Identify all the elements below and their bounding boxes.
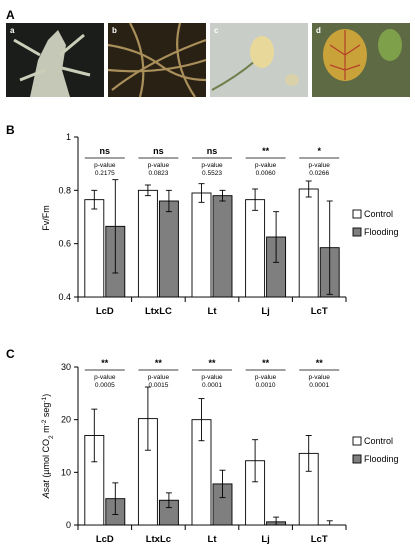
legend-control-swatch bbox=[352, 209, 362, 219]
photo-strip: a b c d bbox=[6, 22, 410, 98]
category-label: LcD bbox=[96, 306, 114, 317]
significance-label: ** bbox=[208, 358, 216, 368]
significance-label: ** bbox=[316, 358, 324, 368]
pvalue-number: 0.0015 bbox=[148, 382, 168, 389]
pvalue-number: 0.0001 bbox=[202, 382, 222, 389]
legend-flooding-swatch bbox=[352, 227, 362, 237]
control-bar bbox=[137, 189, 158, 298]
y-axis-label-part: Asat bbox=[41, 480, 51, 500]
y-tick-label: 0.4 bbox=[58, 292, 71, 302]
photo-c-flower: c bbox=[210, 23, 308, 97]
pvalue-number: 0.0823 bbox=[148, 170, 168, 177]
photo-d-leaf: d bbox=[312, 23, 410, 97]
photo-b-roots: b bbox=[107, 22, 207, 98]
pvalue-word: p-value bbox=[309, 374, 331, 381]
y-axis-label-part: 2 bbox=[48, 435, 55, 439]
significance-label: ** bbox=[262, 358, 270, 368]
significance-label: * bbox=[317, 146, 321, 156]
category-label: Lt bbox=[208, 534, 218, 545]
y-axis-label-part: -1 bbox=[41, 396, 48, 402]
y-axis-label-part: -2 bbox=[41, 419, 48, 425]
significance-label: ns bbox=[153, 146, 164, 156]
pvalue-number: 0.5523 bbox=[202, 170, 222, 177]
y-axis-label: Fv/Fm bbox=[41, 205, 51, 231]
asat-chart: 0102030LcD**p-value0.0005LtxLc**p-value0… bbox=[41, 358, 399, 545]
legend-control-swatch bbox=[352, 436, 362, 446]
legend-flooding-label: Flooding bbox=[364, 454, 399, 464]
pvalue-word: p-value bbox=[309, 162, 331, 169]
pvalue-word: p-value bbox=[201, 374, 223, 381]
significance-label: ns bbox=[100, 146, 111, 156]
photo-b-letter: b bbox=[112, 26, 117, 35]
pvalue-number: 0.0060 bbox=[256, 170, 276, 177]
category-label: Lj bbox=[261, 306, 269, 317]
panel-b-letter: B bbox=[6, 123, 15, 137]
category-label: LcT bbox=[311, 534, 328, 545]
pvalue-number: 0.0010 bbox=[256, 382, 276, 389]
control-bar bbox=[191, 192, 212, 298]
pvalue-word: p-value bbox=[255, 162, 277, 169]
pvalue-number: 0.0001 bbox=[309, 382, 329, 389]
category-label: LtxLc bbox=[146, 534, 171, 545]
photo-c-bud bbox=[285, 74, 299, 86]
pvalue-word: p-value bbox=[148, 374, 170, 381]
y-axis-label: Asat (µmol CO2 m-2 seg-1) bbox=[41, 394, 55, 499]
y-tick-label: 0.8 bbox=[58, 185, 71, 195]
category-label: Lj bbox=[261, 534, 269, 545]
photo-a-letter: a bbox=[10, 26, 15, 35]
y-tick-label: 0.6 bbox=[58, 239, 71, 249]
control-bar bbox=[245, 199, 266, 298]
category-label: LcD bbox=[96, 534, 114, 545]
photo-c-flower-petals bbox=[250, 36, 274, 68]
significance-label: ** bbox=[262, 146, 270, 156]
photo-c-letter: c bbox=[214, 26, 219, 35]
photo-d-green-leaf bbox=[378, 29, 402, 61]
y-axis-label-part: seg bbox=[41, 403, 51, 420]
photo-a-stems bbox=[13, 33, 91, 82]
control-bar bbox=[84, 199, 105, 298]
pvalue-word: p-value bbox=[94, 374, 116, 381]
category-label: LtxLC bbox=[145, 306, 172, 317]
y-tick-label: 1 bbox=[66, 132, 71, 142]
pvalue-number: 0.0266 bbox=[309, 170, 329, 177]
pvalue-number: 0.0005 bbox=[95, 382, 115, 389]
legend-control-label: Control bbox=[364, 436, 393, 446]
significance-label: ns bbox=[207, 146, 218, 156]
pvalue-word: p-value bbox=[94, 162, 116, 169]
pvalue-word: p-value bbox=[255, 374, 277, 381]
photo-d-leaf-veins bbox=[329, 30, 361, 80]
photo-d-letter: d bbox=[316, 26, 321, 35]
flooding-bar bbox=[212, 195, 233, 298]
legend-control-label: Control bbox=[364, 209, 393, 219]
y-tick-label: 0 bbox=[66, 520, 71, 530]
photo-a-root-crown: a bbox=[6, 23, 104, 97]
y-tick-label: 20 bbox=[61, 415, 71, 425]
y-axis-label-part: ) bbox=[41, 394, 51, 397]
flooding-bar bbox=[158, 200, 179, 298]
pvalue-word: p-value bbox=[201, 162, 223, 169]
significance-label: ** bbox=[101, 358, 109, 368]
legend-flooding-label: Flooding bbox=[364, 227, 399, 237]
y-tick-label: 10 bbox=[61, 467, 71, 477]
y-axis-label-part: (µmol CO bbox=[41, 439, 51, 480]
pvalue-word: p-value bbox=[148, 162, 170, 169]
y-axis-label-part: m bbox=[41, 425, 51, 435]
category-label: Lt bbox=[208, 306, 218, 317]
panel-a-letter: A bbox=[6, 8, 15, 22]
photo-b-root-strands bbox=[107, 22, 207, 98]
significance-label: ** bbox=[155, 358, 163, 368]
panel-c-letter: C bbox=[6, 347, 15, 361]
y-tick-label: 30 bbox=[61, 362, 71, 372]
pvalue-number: 0.2175 bbox=[95, 170, 115, 177]
category-label: LcT bbox=[311, 306, 328, 317]
fvfm-chart: 0.40.60.81LcDnsp-value0.2175LtxLCnsp-val… bbox=[41, 132, 399, 317]
control-bar bbox=[298, 188, 319, 298]
photo-a-crown-shape bbox=[30, 30, 70, 97]
legend-flooding-swatch bbox=[352, 454, 362, 464]
